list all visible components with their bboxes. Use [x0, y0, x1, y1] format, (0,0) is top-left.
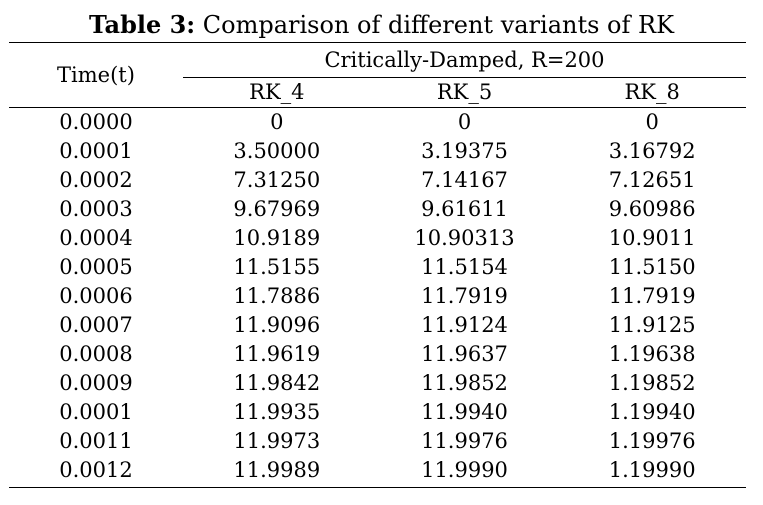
rk4-cell: 11.9989	[233, 458, 321, 482]
rk4-cell: 11.9842	[233, 371, 321, 395]
rk5-cell: 11.9940	[421, 400, 508, 424]
table-row: 0.0006 11.7886 11.7919 11.7919	[9, 282, 746, 311]
table-row: 0.0004 10.9189 10.90313 10.9011	[9, 224, 746, 253]
rk8-cell: 11.9125	[608, 313, 696, 337]
rk4-cell: 11.7886	[233, 284, 321, 308]
rk4-cell: 11.9935	[233, 400, 321, 424]
time-cell: 0.0005	[59, 255, 133, 279]
rk8-cell: 1.19990	[608, 458, 696, 482]
group-column-header: Critically-Damped, R=200	[324, 48, 605, 72]
rk5-cell: 11.7919	[421, 284, 508, 308]
table-body: 0.0000 0 0 0 0.0001 3.50000 3.19375 3.16…	[9, 108, 746, 485]
rk4-cell: 11.5155	[233, 255, 321, 279]
method-column-headers: RK_4 RK_5 RK_8	[183, 77, 746, 107]
time-column-header: Time(t)	[57, 63, 135, 87]
rk8-cell: 11.7919	[608, 284, 696, 308]
table-row: 0.0002 7.31250 7.14167 7.12651	[9, 166, 746, 195]
table-row: 0.0000 0 0 0	[9, 108, 746, 137]
time-cell: 0.0003	[59, 197, 133, 221]
time-cell: 0.0001	[59, 400, 133, 424]
group-header-rule	[183, 77, 746, 78]
rk8-cell: 11.5150	[608, 255, 696, 279]
rk4-cell: 10.9189	[233, 226, 321, 250]
time-cell: 0.0008	[59, 342, 133, 366]
time-cell: 0.0000	[59, 110, 133, 134]
rk8-cell: 1.19852	[608, 371, 696, 395]
rk5-cell: 11.9124	[421, 313, 508, 337]
time-cell: 0.0006	[59, 284, 133, 308]
time-cell: 0.0002	[59, 168, 133, 192]
table-caption-text: Comparison of different variants of RK	[195, 11, 675, 39]
rk5-cell: 11.9852	[421, 371, 508, 395]
rk4-cell: 0	[270, 110, 284, 134]
table-row: 0.0001 3.50000 3.19375 3.16792	[9, 137, 746, 166]
rk4-cell: 9.67969	[233, 197, 321, 221]
rk5-cell: 11.9990	[421, 458, 508, 482]
rk5-cell: 9.61611	[421, 197, 508, 221]
table-caption: Table 3: Comparison of different variant…	[0, 10, 763, 40]
table-row: 0.0008 11.9619 11.9637 1.19638	[9, 340, 746, 369]
rk4-cell: 11.9619	[233, 342, 321, 366]
header-bottom-rule	[9, 107, 746, 108]
table-row: 0.0005 11.5155 11.5154 11.5150	[9, 253, 746, 282]
column-header-rk5: RK_5	[436, 80, 493, 104]
rk8-cell: 3.16792	[608, 139, 696, 163]
rk5-cell: 11.5154	[421, 255, 508, 279]
table-bottom-rule	[9, 487, 746, 488]
table-row: 0.0012 11.9989 11.9990 1.19990	[9, 456, 746, 485]
rk5-cell: 0	[457, 110, 472, 134]
rk5-cell: 11.9976	[421, 429, 508, 453]
rk8-cell: 1.19976	[608, 429, 696, 453]
time-cell: 0.0009	[59, 371, 133, 395]
rk8-cell: 9.60986	[608, 197, 696, 221]
column-header-rk8: RK_8	[624, 80, 680, 104]
table-row: 0.0001 11.9935 11.9940 1.19940	[9, 398, 746, 427]
rk8-cell: 0	[645, 110, 659, 134]
rk5-cell: 11.9637	[421, 342, 508, 366]
time-cell: 0.0007	[59, 313, 133, 337]
rk4-cell: 11.9973	[233, 429, 321, 453]
time-cell: 0.0004	[59, 226, 133, 250]
rk4-cell: 7.31250	[233, 168, 321, 192]
table-row: 0.0007 11.9096 11.9124 11.9125	[9, 311, 746, 340]
rk8-cell: 1.19940	[608, 400, 696, 424]
rk5-cell: 3.19375	[421, 139, 508, 163]
rk5-cell: 10.90313	[414, 226, 515, 250]
rk5-cell: 7.14167	[421, 168, 508, 192]
rk8-cell: 10.9011	[608, 226, 696, 250]
table-row: 0.0009 11.9842 11.9852 1.19852	[9, 369, 746, 398]
rk8-cell: 7.12651	[608, 168, 696, 192]
time-cell: 0.0012	[59, 458, 133, 482]
time-cell: 0.0011	[59, 429, 133, 453]
rk8-cell: 1.19638	[608, 342, 696, 366]
table-caption-label: Table 3:	[88, 10, 196, 39]
rk4-cell: 11.9096	[233, 313, 321, 337]
rk4-cell: 3.50000	[233, 139, 321, 163]
table-row: 0.0003 9.67969 9.61611 9.60986	[9, 195, 746, 224]
table-row: 0.0011 11.9973 11.9976 1.19976	[9, 427, 746, 456]
column-header-rk4: RK_4	[249, 80, 305, 104]
table-top-rule	[9, 42, 746, 43]
time-cell: 0.0001	[59, 139, 133, 163]
